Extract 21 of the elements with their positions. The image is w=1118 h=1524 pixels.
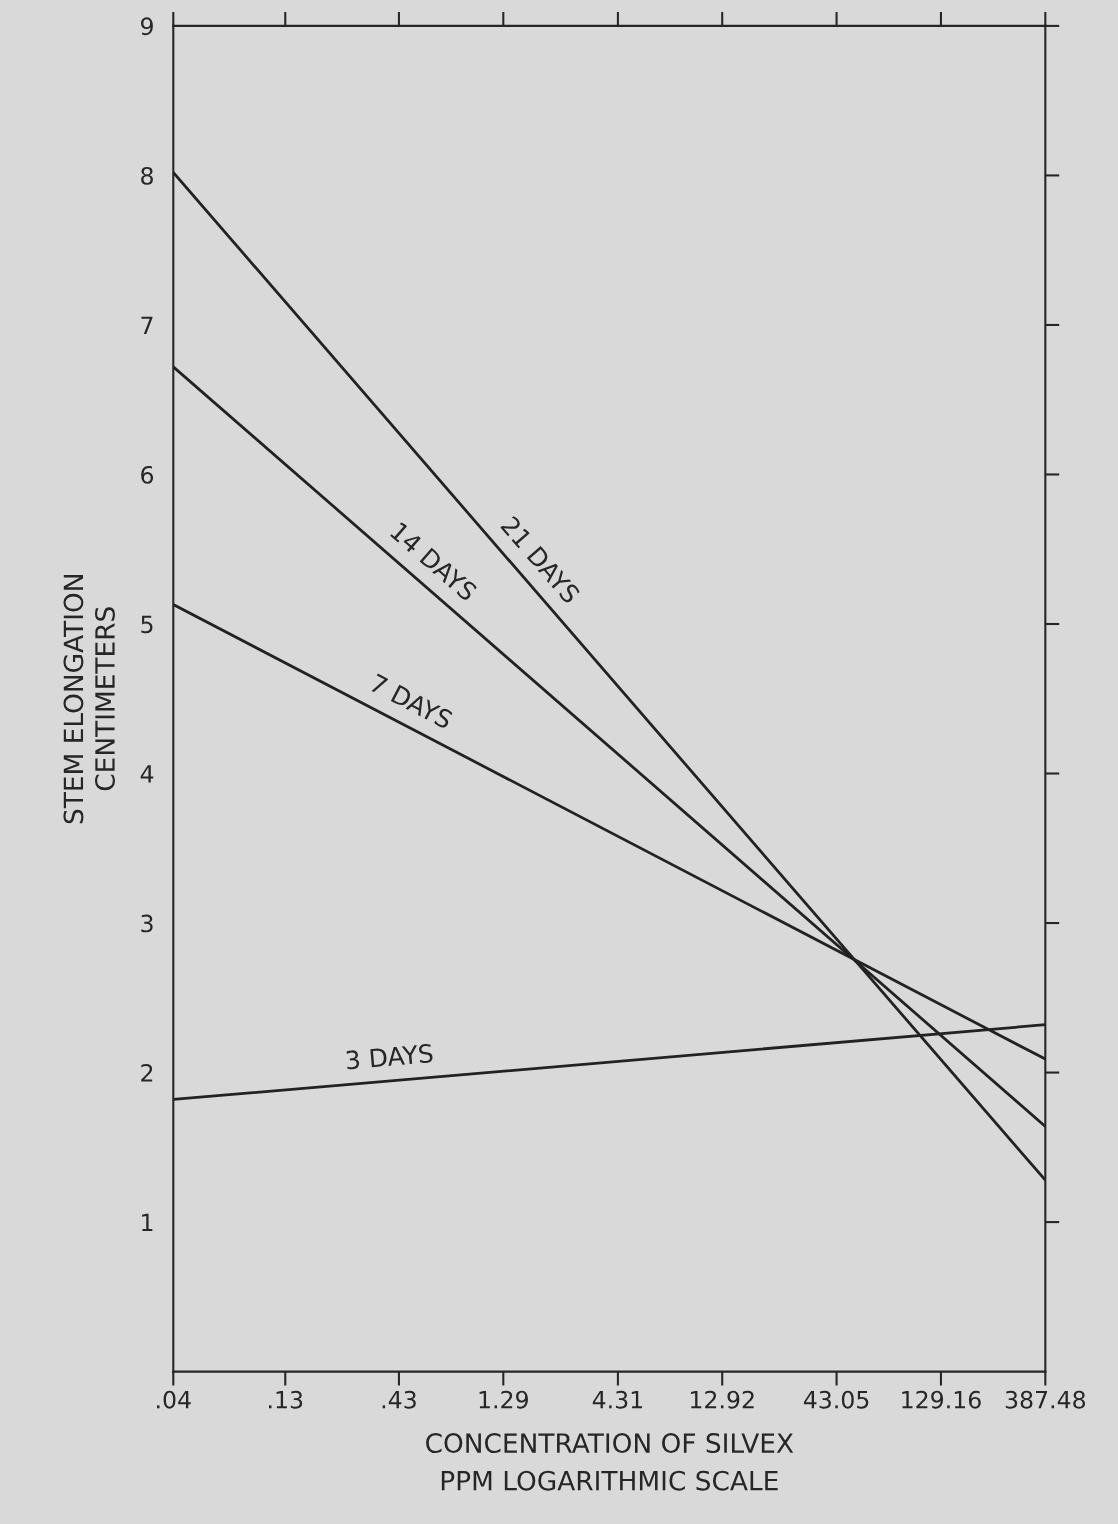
y-tick-label: 8 <box>141 166 153 185</box>
y-axis-title: STEM ELONGATION CENTIMETERS <box>63 575 115 824</box>
y-tick-label: 1 <box>142 1213 153 1232</box>
x-tick-label: .13 <box>269 1390 303 1409</box>
x-tick-label: 387.48 <box>1005 1390 1086 1409</box>
y-tick-label: 2 <box>141 1064 153 1082</box>
x-tick-label: .43 <box>382 1390 416 1409</box>
x-tick-label: 129.16 <box>902 1390 981 1409</box>
y-tick-label: 9 <box>141 17 153 36</box>
x-tick-label: 12.92 <box>691 1390 754 1409</box>
y-tick-label: 6 <box>141 465 154 484</box>
series-label: 3 DAYS <box>346 1043 433 1070</box>
y-tick-label: 3 <box>141 914 153 933</box>
y-tick-label: 7 <box>141 316 153 334</box>
y-tick-label: 5 <box>141 615 153 634</box>
y-tick-label: 4 <box>140 765 154 783</box>
x-tick-label: 43.05 <box>803 1390 869 1409</box>
x-axis-title: CONCENTRATION OF SILVEX PPM LOGARITHMIC SCALE <box>426 1433 794 1491</box>
x-tick-label: 4.31 <box>592 1390 643 1409</box>
x-tick-label: 1.29 <box>479 1390 528 1409</box>
x-tick-label: .04 <box>157 1390 191 1409</box>
